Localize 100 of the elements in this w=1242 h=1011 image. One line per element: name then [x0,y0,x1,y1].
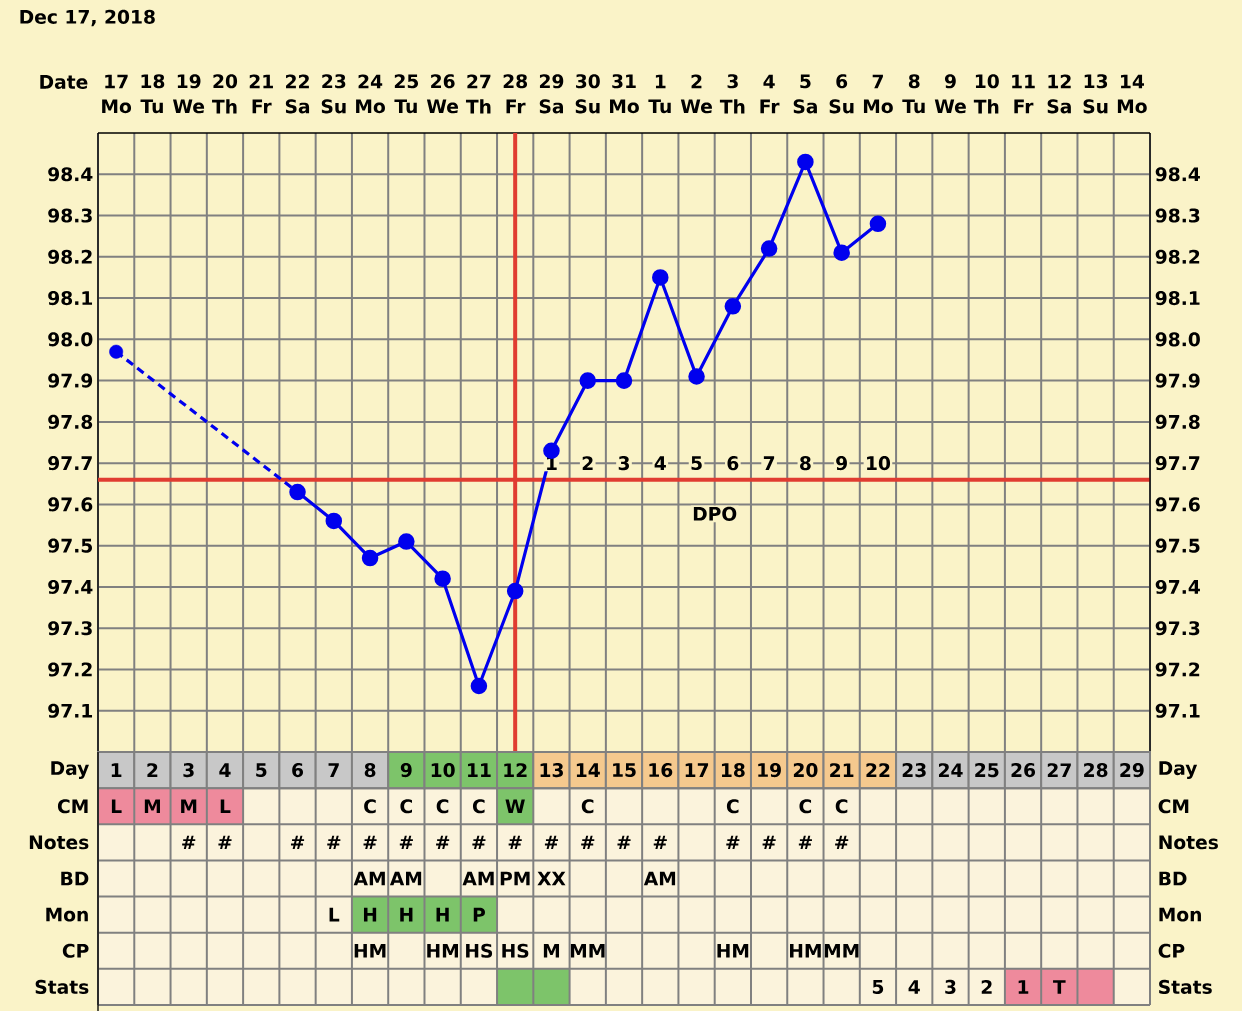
text: Su [1083,99,1108,114]
x-tick-label: 30 [576,74,600,89]
y-tick-label: BD [1159,871,1187,886]
text: Mo [863,99,893,114]
y-tick-label: 97.4 [48,579,93,594]
x-tick-label: 3 [183,763,194,778]
y-tick-label: CM [1158,799,1189,814]
annotation: 7 [763,456,775,470]
x-tick-label: 14 [576,763,600,777]
x-tick-label: 12 [1048,74,1071,89]
y-tick-label: 97.9 [48,373,93,388]
x-tick-label: 22 [286,74,309,89]
y-tick-label: 97.3 [48,621,92,636]
y-tick-label: 97.7 [48,456,92,471]
text: Fr [1014,99,1034,114]
x-tick-label: 11 [468,763,491,777]
x-tick-label: 5 [800,74,811,89]
x-tick-label: 4 [763,74,775,89]
x-tick-label: 6 [292,763,304,778]
x-tick-label: 31 [612,74,636,89]
x-tick-label: 29 [539,74,564,89]
x-tick-label: 2 [691,74,702,89]
x-tick-label: 24 [938,763,963,778]
x-tick-label: 8 [364,763,376,778]
x-axis-title: Day [51,761,89,779]
text: Mo [610,99,639,114]
chart-title: Dec 17, 2018 [20,9,155,27]
x-tick-label: 25 [975,763,999,778]
text: Fr [506,99,526,114]
text: Day [1159,761,1198,779]
text: We [680,99,712,114]
x-tick-label: 28 [503,74,528,89]
x-tick-label: 27 [1047,763,1071,778]
text: Su [575,99,600,114]
annotation: 10 [867,456,891,471]
text: Fr [252,99,272,114]
annotation: 4 [654,456,666,470]
text: Sa [1047,99,1071,114]
x-tick-label: 26 [431,74,455,89]
x-tick-label: 12 [504,763,527,778]
x-tick-label: 20 [793,763,818,778]
x-tick-label: 6 [836,74,848,89]
annotation: 2 [582,456,593,471]
y-tick-label: 98.1 [48,291,93,306]
y-tick-label: 98.2 [48,249,92,264]
y-tick-label: 98.4 [48,167,93,182]
x-tick-label: 13 [1084,74,1108,89]
x-tick-label: 17 [105,74,128,89]
text: Fr [760,99,780,114]
text: Th [719,99,745,114]
text: We [426,99,459,114]
text: Th [973,99,999,114]
y-tick-label: 98.3 [48,208,92,223]
y-tick-label: Stats [1159,979,1212,995]
x-tick-label: 10 [975,74,999,89]
x-tick-label: 9 [944,74,956,89]
y-tick-label: 97.2 [48,662,92,677]
text: Su [829,99,854,114]
x-tick-label: 21 [830,763,854,778]
text: Sa [285,99,310,114]
annotation: 9 [836,456,847,471]
x-tick-label: 4 [219,763,231,777]
x-tick-label: 29 [1120,763,1144,778]
annotation: 8 [800,456,811,471]
y-tick-label: 97.5 [48,538,92,553]
text: Mo [1117,99,1147,114]
x-tick-label: 2 [147,763,158,778]
x-tick-label: 22 [866,763,890,778]
x-tick-label: 10 [431,763,455,778]
y-tick-label: Mon [1159,907,1201,922]
y-tick-label: 97.6 [48,497,93,512]
x-tick-label: 17 [685,763,709,777]
y-tick-label: 97.1 [48,703,93,718]
text: Tu [648,99,671,114]
text: We [934,99,966,114]
annotation: 3 [618,456,630,471]
x-tick-label: 16 [649,763,673,778]
y-tick-label: Notes [1159,835,1218,850]
text: Tu [394,99,417,114]
text: Mo [356,99,385,114]
text: Mo [102,99,132,114]
x-tick-label: 19 [758,763,781,778]
annotation: DPO [693,506,737,521]
x-tick-label: 8 [908,74,920,89]
x-tick-label: 15 [613,763,636,778]
y-tick-label: CP [1158,943,1185,958]
x-tick-label: 19 [177,74,201,89]
x-tick-label: 25 [394,74,419,89]
x-tick-label: 5 [256,763,267,778]
x-tick-label: 28 [1084,763,1108,778]
annotation: 6 [727,456,739,471]
x-tick-label: 7 [328,763,339,777]
x-tick-label: 18 [141,74,165,89]
text: Th [212,99,237,114]
text: Su [321,99,346,114]
x-tick-label: 24 [358,74,383,89]
x-tick-label: 18 [721,763,745,778]
x-tick-label: 11 [1012,74,1035,89]
text: We [172,99,205,114]
x-tick-label: 21 [249,74,273,89]
